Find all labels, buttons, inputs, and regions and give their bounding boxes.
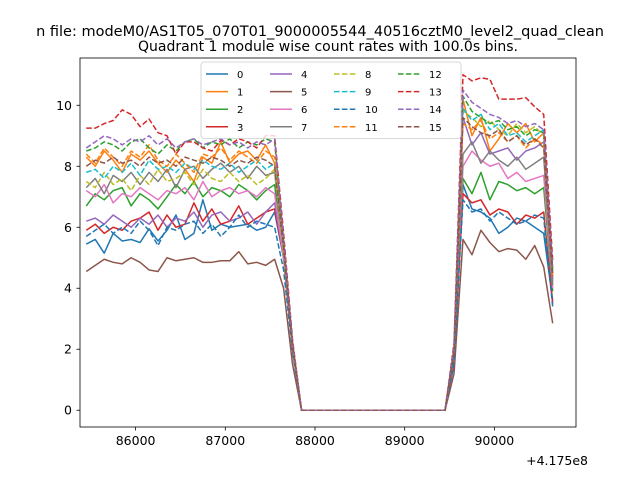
y-tick-label: 10: [56, 98, 72, 113]
series-line-7: [85, 141, 554, 411]
legend-label-12: 12: [429, 70, 442, 81]
series-line-5: [85, 229, 554, 411]
legend-label-15: 15: [429, 123, 442, 134]
series-line-11: [85, 119, 554, 411]
legend-label-4: 4: [301, 70, 307, 81]
series-line-15: [85, 116, 554, 411]
series-line-0: [85, 183, 554, 411]
series-line-2: [85, 171, 554, 411]
y-tick-label: 8: [64, 159, 72, 174]
x-tick-label: 87000: [205, 433, 245, 448]
legend-label-7: 7: [301, 123, 307, 134]
series-line-6: [85, 150, 554, 411]
chart-title: Quadrant 1 module wise count rates with …: [138, 39, 518, 55]
legend-label-8: 8: [365, 70, 371, 81]
legend-label-10: 10: [365, 105, 378, 116]
legend-label-11: 11: [365, 123, 378, 134]
x-tick-label: 86000: [116, 433, 156, 448]
series-line-9: [86, 107, 554, 411]
y-tick-label: 6: [64, 220, 72, 235]
legend-label-14: 14: [429, 105, 442, 116]
axes-frame: [79, 57, 577, 428]
y-tick-label: 4: [64, 281, 72, 296]
series-line-10: [85, 199, 554, 411]
legend-label-13: 13: [429, 88, 442, 99]
x-tick-label: 89000: [385, 433, 425, 448]
legend-label-2: 2: [237, 105, 243, 116]
x-tick-label: 88000: [295, 433, 335, 448]
y-tick-label: 2: [64, 342, 72, 357]
x-tick-label: 90000: [474, 433, 514, 448]
series-line-1: [85, 98, 554, 411]
legend-label-5: 5: [301, 88, 307, 99]
legend-label-9: 9: [365, 88, 371, 99]
plot-area: [85, 74, 554, 411]
series-group: [85, 74, 554, 411]
legend-label-1: 1: [237, 88, 243, 99]
legend-box: [200, 61, 462, 139]
x-offset-label: +4.175e8: [526, 453, 588, 468]
legend-label-0: 0: [237, 70, 243, 81]
legend-label-3: 3: [237, 123, 243, 134]
series-line-3: [85, 192, 554, 411]
legend-label-6: 6: [301, 105, 307, 116]
y-tick-label: 0: [64, 403, 72, 418]
figure-suptitle: n file: modeM0/AS1T05_070T01_9000005544_…: [36, 24, 604, 40]
